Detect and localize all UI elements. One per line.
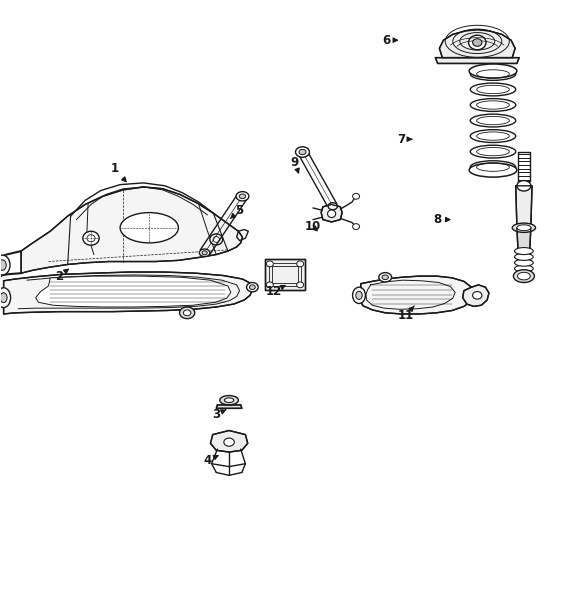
Ellipse shape xyxy=(220,396,238,405)
Ellipse shape xyxy=(472,39,482,46)
Ellipse shape xyxy=(353,224,360,229)
Ellipse shape xyxy=(297,261,304,267)
Ellipse shape xyxy=(353,287,366,304)
Ellipse shape xyxy=(199,249,210,257)
Polygon shape xyxy=(36,276,231,307)
Ellipse shape xyxy=(246,282,258,292)
Ellipse shape xyxy=(297,282,304,288)
Ellipse shape xyxy=(179,307,194,318)
Polygon shape xyxy=(463,285,489,307)
Polygon shape xyxy=(21,187,242,273)
Ellipse shape xyxy=(87,235,95,242)
Text: 8: 8 xyxy=(433,213,450,226)
Ellipse shape xyxy=(0,293,7,302)
Ellipse shape xyxy=(382,275,388,280)
Ellipse shape xyxy=(266,261,273,267)
Ellipse shape xyxy=(266,282,273,288)
Text: 5: 5 xyxy=(231,204,244,218)
Text: 6: 6 xyxy=(383,34,398,47)
Ellipse shape xyxy=(296,147,310,157)
Text: 2: 2 xyxy=(55,269,68,283)
Ellipse shape xyxy=(239,194,246,199)
Polygon shape xyxy=(517,228,531,251)
Text: 11: 11 xyxy=(398,306,414,321)
Polygon shape xyxy=(4,272,252,314)
Ellipse shape xyxy=(328,210,336,218)
Text: 1: 1 xyxy=(110,162,126,181)
Ellipse shape xyxy=(470,68,516,80)
Polygon shape xyxy=(216,405,242,409)
Polygon shape xyxy=(439,30,515,58)
Ellipse shape xyxy=(356,291,362,299)
Ellipse shape xyxy=(517,180,531,191)
Ellipse shape xyxy=(470,130,516,142)
Ellipse shape xyxy=(236,192,249,201)
Ellipse shape xyxy=(515,253,533,260)
Ellipse shape xyxy=(472,292,482,299)
Ellipse shape xyxy=(515,265,533,272)
Ellipse shape xyxy=(328,203,338,210)
Ellipse shape xyxy=(469,163,517,177)
Ellipse shape xyxy=(249,285,255,289)
Ellipse shape xyxy=(515,259,533,266)
Text: 4: 4 xyxy=(203,454,218,467)
Polygon shape xyxy=(265,259,305,289)
Ellipse shape xyxy=(470,98,516,111)
Ellipse shape xyxy=(515,247,533,254)
Ellipse shape xyxy=(517,225,531,231)
Ellipse shape xyxy=(0,255,10,275)
Ellipse shape xyxy=(0,260,6,270)
Ellipse shape xyxy=(470,114,516,127)
Ellipse shape xyxy=(210,234,223,245)
Ellipse shape xyxy=(512,223,536,232)
Ellipse shape xyxy=(299,149,306,155)
Polygon shape xyxy=(359,276,474,314)
Text: 3: 3 xyxy=(212,407,226,420)
Ellipse shape xyxy=(513,270,534,282)
Ellipse shape xyxy=(470,83,516,96)
Text: 10: 10 xyxy=(305,220,321,233)
Ellipse shape xyxy=(224,438,234,446)
Ellipse shape xyxy=(224,398,234,403)
Ellipse shape xyxy=(353,193,360,199)
Ellipse shape xyxy=(517,272,530,280)
Text: 12: 12 xyxy=(265,285,285,298)
Text: 7: 7 xyxy=(398,133,412,146)
Text: 9: 9 xyxy=(291,156,299,173)
Ellipse shape xyxy=(470,161,516,174)
Ellipse shape xyxy=(202,251,207,255)
Ellipse shape xyxy=(470,145,516,158)
Ellipse shape xyxy=(120,213,178,243)
Ellipse shape xyxy=(0,288,11,308)
Ellipse shape xyxy=(213,237,220,243)
Polygon shape xyxy=(435,58,519,63)
Ellipse shape xyxy=(183,310,191,315)
Polygon shape xyxy=(516,186,532,227)
Ellipse shape xyxy=(379,273,392,282)
Polygon shape xyxy=(210,431,248,452)
Polygon shape xyxy=(321,205,342,222)
Ellipse shape xyxy=(469,64,517,78)
Ellipse shape xyxy=(468,35,486,50)
Ellipse shape xyxy=(83,231,99,246)
